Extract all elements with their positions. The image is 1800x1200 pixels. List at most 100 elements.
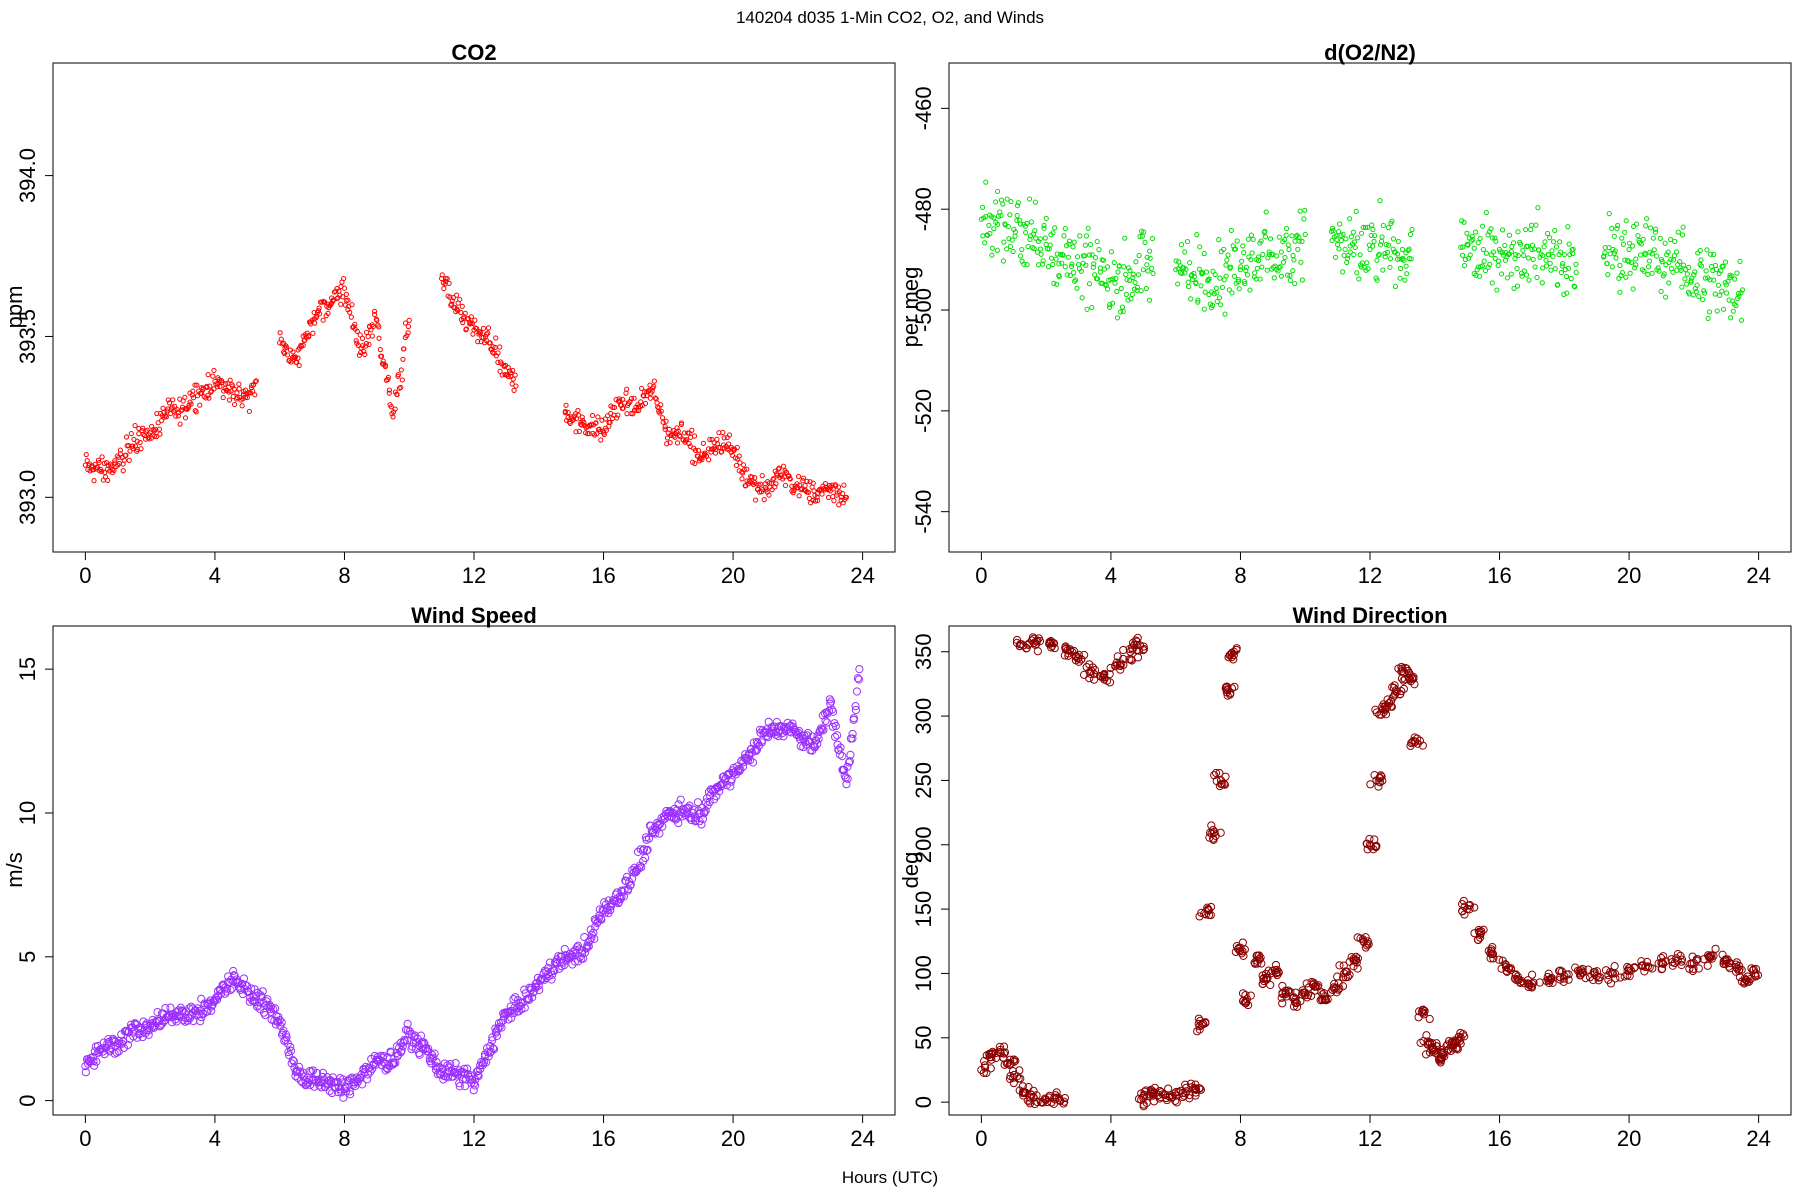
o2n2-point xyxy=(1009,237,1015,243)
o2n2-point xyxy=(1409,226,1415,233)
wind-speed-point xyxy=(161,1003,170,1013)
wind-speed-point xyxy=(833,740,842,749)
o2n2-point xyxy=(1461,219,1467,225)
o2n2-point xyxy=(1380,222,1386,229)
o2n2-point xyxy=(1343,236,1349,242)
co2-point xyxy=(510,376,516,382)
co2-point xyxy=(371,308,378,314)
wind-speed-point xyxy=(620,886,629,895)
co2-point xyxy=(158,418,165,424)
wind-speed-point xyxy=(655,820,665,829)
o2n2-point xyxy=(1074,254,1081,260)
wind-direction-point xyxy=(1050,1095,1060,1104)
o2n2-point xyxy=(1236,286,1242,292)
wind-direction-point xyxy=(1025,1097,1034,1106)
wind-direction-point xyxy=(1223,691,1232,700)
co2-point xyxy=(611,404,618,411)
o2n2-point xyxy=(1276,234,1282,240)
wind-speed-point xyxy=(489,1045,499,1054)
wind-speed-point xyxy=(514,1007,523,1016)
wind-direction-point xyxy=(1033,1097,1042,1107)
o2n2-point xyxy=(1617,262,1623,268)
wind-direction-point xyxy=(1264,966,1273,975)
o2n2-point xyxy=(1652,229,1659,235)
o2n2-point xyxy=(1404,271,1410,277)
wind-direction-point xyxy=(1227,684,1237,693)
wind-speed-title: Wind Speed xyxy=(411,603,537,628)
co2-point xyxy=(819,491,825,497)
o2n2-point xyxy=(1037,236,1043,242)
wind-speed-point xyxy=(400,1036,409,1045)
co2-point xyxy=(194,382,200,388)
co2-point xyxy=(312,320,318,326)
wind-direction-point xyxy=(1030,1100,1039,1109)
co2-point xyxy=(130,443,136,449)
wind-speed-point xyxy=(820,709,829,718)
co2-point xyxy=(234,390,240,396)
wind-direction-point xyxy=(1303,993,1312,1002)
co2-point xyxy=(639,385,645,392)
o2n2-point xyxy=(1140,267,1146,273)
wind-direction-point xyxy=(1241,999,1250,1008)
co2-point xyxy=(483,331,490,337)
co2-point xyxy=(157,431,163,437)
wind-speed-point xyxy=(484,1052,493,1061)
o2n2-point xyxy=(1238,264,1244,270)
o2n2-point xyxy=(1079,295,1085,301)
wind-direction-point xyxy=(1226,689,1235,698)
wind-direction-point xyxy=(1425,1014,1434,1024)
co2-point xyxy=(454,292,460,298)
wind-speed-point xyxy=(395,1043,404,1052)
o2n2-point xyxy=(1102,281,1108,288)
o2n2-point xyxy=(1399,246,1405,253)
o2n2-point xyxy=(1223,262,1229,268)
wind-direction-point xyxy=(1625,964,1634,973)
co2-point xyxy=(204,384,210,390)
o2n2-point xyxy=(1662,294,1669,300)
wind-direction-point xyxy=(1486,954,1495,963)
o2n2-point xyxy=(1357,252,1363,258)
wind-speed-point xyxy=(455,1082,464,1091)
co2-point xyxy=(632,407,638,413)
o2n2-point xyxy=(1135,272,1142,278)
wind-direction-point xyxy=(1626,966,1636,975)
co2-point xyxy=(166,400,173,406)
co2-point xyxy=(662,424,668,430)
wind-direction-xtick-label: 24 xyxy=(1746,1126,1770,1151)
co2-panel: CO2 ppm 0 4 8 12 16 20 24 393.0 393.5 394.0 xyxy=(2,40,896,588)
o2n2-point xyxy=(1262,228,1268,234)
co2-point xyxy=(127,448,133,454)
o2n2-point xyxy=(1335,241,1341,248)
o2n2-point xyxy=(1365,266,1371,272)
wind-speed-point xyxy=(109,1036,118,1045)
co2-point xyxy=(162,413,168,419)
co2-point xyxy=(105,477,111,483)
wind-direction-point xyxy=(1201,910,1211,919)
wind-direction-point xyxy=(1459,896,1468,906)
wind-direction-point xyxy=(1271,960,1281,970)
wind-speed-point xyxy=(853,674,862,683)
o2n2-point xyxy=(1379,234,1385,240)
co2-point xyxy=(236,381,242,387)
wind-direction-point xyxy=(1055,1096,1064,1105)
o2n2-point xyxy=(989,245,995,251)
wind-direction-point xyxy=(1018,1087,1028,1096)
wind-speed-point xyxy=(87,1057,96,1066)
wind-direction-point xyxy=(1488,942,1497,952)
wind-direction-point xyxy=(1172,1087,1181,1097)
o2n2-panel: d(O2/N2) per meg 0 4 8 12 16 20 24 -540 -520 -500… xyxy=(898,40,1792,588)
wind-speed-point xyxy=(848,729,857,739)
o2n2-point xyxy=(1235,276,1241,283)
o2n2-point xyxy=(1355,235,1361,241)
o2n2-point xyxy=(1547,260,1553,266)
co2-point xyxy=(341,275,347,282)
wind-direction-point xyxy=(1704,952,1714,961)
wind-speed-point xyxy=(495,1022,504,1031)
wind-speed-xtick-label: 16 xyxy=(591,1126,615,1151)
wind-direction-point xyxy=(1201,1018,1210,1027)
wind-speed-point xyxy=(833,731,842,740)
o2n2-point xyxy=(1290,252,1296,259)
wind-direction-point xyxy=(1371,843,1381,852)
o2n2-point xyxy=(1287,277,1293,284)
o2n2-point xyxy=(1524,272,1530,278)
